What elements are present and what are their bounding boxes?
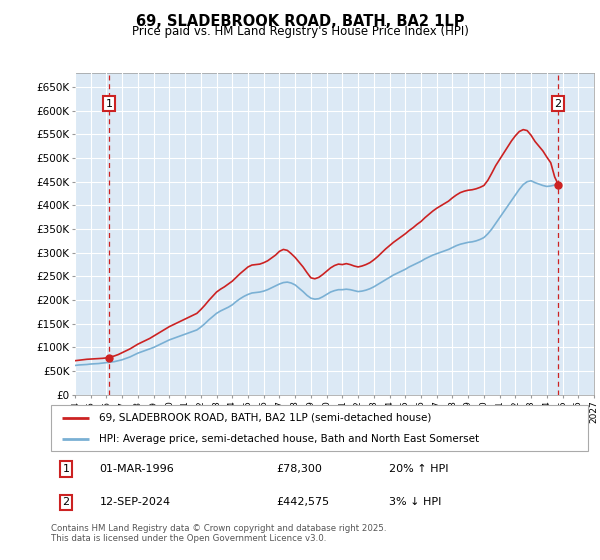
Text: 2: 2 <box>554 99 562 109</box>
Text: 12-SEP-2024: 12-SEP-2024 <box>100 497 170 507</box>
Text: 1: 1 <box>62 464 70 474</box>
Text: 69, SLADEBROOK ROAD, BATH, BA2 1LP (semi-detached house): 69, SLADEBROOK ROAD, BATH, BA2 1LP (semi… <box>100 413 432 423</box>
Text: HPI: Average price, semi-detached house, Bath and North East Somerset: HPI: Average price, semi-detached house,… <box>100 435 479 444</box>
Text: Contains HM Land Registry data © Crown copyright and database right 2025.
This d: Contains HM Land Registry data © Crown c… <box>51 524 386 543</box>
Text: 2: 2 <box>62 497 70 507</box>
Text: Price paid vs. HM Land Registry's House Price Index (HPI): Price paid vs. HM Land Registry's House … <box>131 25 469 38</box>
FancyBboxPatch shape <box>51 405 588 451</box>
Text: 3% ↓ HPI: 3% ↓ HPI <box>389 497 442 507</box>
Text: £442,575: £442,575 <box>277 497 329 507</box>
Text: 01-MAR-1996: 01-MAR-1996 <box>100 464 174 474</box>
Text: 20% ↑ HPI: 20% ↑ HPI <box>389 464 449 474</box>
Text: £78,300: £78,300 <box>277 464 322 474</box>
Text: 69, SLADEBROOK ROAD, BATH, BA2 1LP: 69, SLADEBROOK ROAD, BATH, BA2 1LP <box>136 14 464 29</box>
Text: 1: 1 <box>106 99 113 109</box>
